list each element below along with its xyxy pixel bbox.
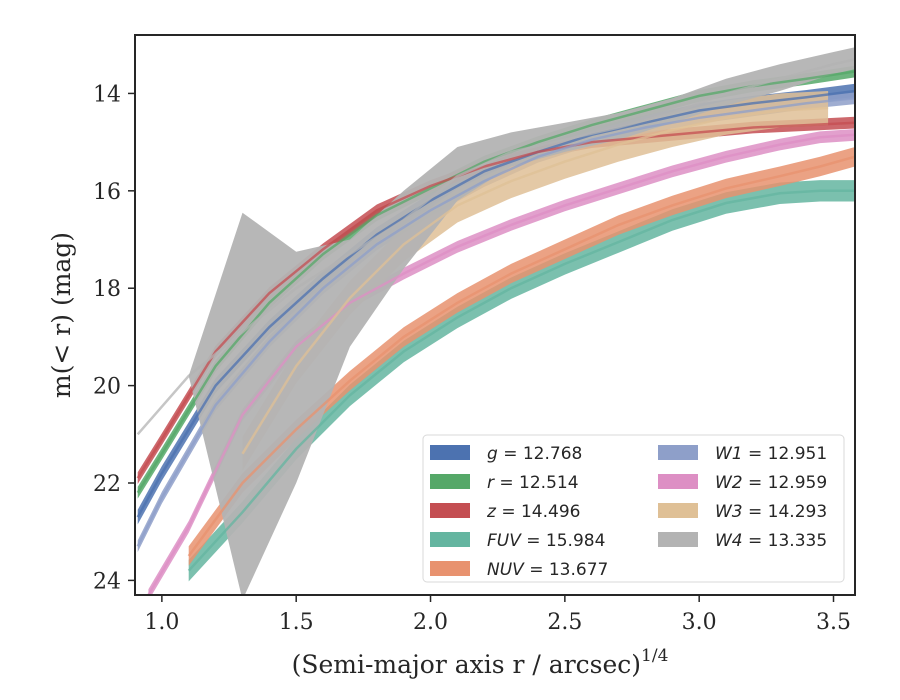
y-axis-label: m(< r) (mag)	[47, 232, 76, 398]
legend-swatch-z	[430, 503, 470, 518]
x-tick-label: 3.5	[816, 610, 851, 635]
y-tick-label: 16	[93, 180, 121, 205]
legend-label-w1: W1 = 12.951	[715, 444, 827, 464]
legend-swatch-w4	[658, 532, 698, 547]
legend-swatch-w2	[658, 474, 698, 489]
x-tick-label: 1.0	[144, 610, 179, 635]
legend-label-w2: W2 = 12.959	[715, 473, 827, 493]
y-tick-label: 14	[93, 82, 121, 107]
legend-label-nuv: NUV = 13.677	[487, 560, 608, 580]
x-axis-ticks: 1.0 1.5 2.0 2.5 3.0 3.5	[144, 595, 851, 635]
series-line-w1	[136, 97, 855, 547]
legend-swatch-w3	[658, 503, 698, 518]
series-line-fuv	[187, 189, 855, 572]
plot-frame	[134, 34, 856, 596]
legend-label-z: z = 14.496	[486, 502, 580, 522]
series-line-w2	[147, 133, 855, 595]
legend: g = 12.768 r = 12.514 z = 14.496 FUV = 15.9…	[422, 434, 845, 583]
legend-box	[422, 434, 845, 583]
x-tick-label: 2.0	[413, 610, 448, 635]
series-line-r	[136, 70, 855, 494]
legend-swatch-g	[430, 445, 470, 460]
legend-swatch-w1	[658, 445, 698, 460]
x-axis-label-exponent: 1/4	[641, 646, 668, 666]
x-tick-label: 2.5	[547, 610, 582, 635]
y-tick-label: 24	[93, 569, 121, 594]
series-line-g	[136, 89, 855, 518]
series-line-z	[136, 121, 855, 479]
x-tick-label: 3.0	[682, 610, 717, 635]
legend-label-w4: W4 = 13.335	[715, 531, 827, 551]
legend-swatch-nuv	[430, 561, 470, 576]
legend-swatch-r	[430, 474, 470, 489]
y-axis-ticks: 14 16 18 20 22 24	[93, 82, 135, 594]
legend-label-fuv: FUV = 15.984	[487, 531, 605, 551]
legend-swatch-fuv	[430, 532, 470, 547]
y-tick-label: 20	[93, 375, 121, 400]
series-line-nuv	[187, 155, 855, 557]
series-lines	[136, 58, 855, 595]
y-tick-label: 18	[93, 277, 121, 302]
series-line-w3	[241, 106, 829, 455]
y-tick-label: 22	[93, 472, 121, 497]
series-line-w4	[136, 58, 855, 436]
legend-label-w3: W3 = 14.293	[715, 502, 827, 522]
x-axis-label: (Semi-major axis r / arcsec)1/4	[292, 646, 669, 679]
legend-label-g: g = 12.768	[487, 444, 582, 464]
legend-label-r: r = 12.514	[487, 473, 579, 493]
x-tick-label: 1.5	[279, 610, 314, 635]
